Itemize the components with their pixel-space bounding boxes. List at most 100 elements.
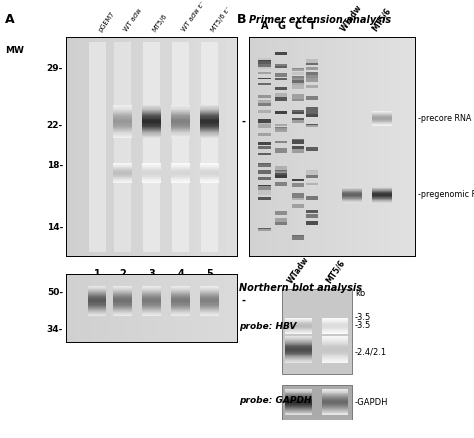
Bar <box>306 210 318 213</box>
Bar <box>292 80 304 83</box>
Bar <box>171 127 190 128</box>
Bar <box>142 168 161 169</box>
Bar <box>285 391 312 392</box>
Bar <box>171 301 190 303</box>
Bar <box>275 212 287 215</box>
Bar <box>113 177 132 178</box>
Bar <box>201 288 219 289</box>
Bar <box>142 124 161 126</box>
Bar <box>142 172 161 173</box>
Bar <box>322 343 348 344</box>
Bar <box>275 127 287 130</box>
Bar <box>171 181 190 182</box>
Bar <box>142 128 161 129</box>
Bar <box>275 53 287 55</box>
Bar <box>292 83 304 85</box>
Bar <box>285 323 312 324</box>
Bar <box>258 72 271 74</box>
Bar <box>113 127 132 128</box>
Bar <box>306 184 318 185</box>
Bar <box>113 136 132 137</box>
Bar <box>322 400 348 401</box>
Bar <box>142 126 161 127</box>
Bar <box>171 175 190 176</box>
Bar <box>322 389 348 390</box>
Bar <box>88 299 107 300</box>
Bar <box>372 124 392 125</box>
Bar <box>292 183 304 187</box>
Bar <box>142 298 161 299</box>
Bar <box>372 111 392 112</box>
Bar <box>142 182 161 183</box>
Bar <box>171 313 190 314</box>
Bar <box>258 64 271 68</box>
Bar <box>88 313 107 314</box>
Text: WTadw: WTadw <box>286 255 311 285</box>
Bar <box>113 115 132 117</box>
Bar <box>113 179 132 180</box>
Bar <box>292 198 304 200</box>
Bar <box>113 307 132 309</box>
Bar <box>322 339 348 340</box>
Bar <box>171 173 190 174</box>
Bar <box>171 315 190 316</box>
Bar <box>171 177 190 178</box>
Bar <box>113 300 132 301</box>
Bar <box>322 360 348 361</box>
Bar <box>171 107 190 109</box>
Bar <box>322 403 348 404</box>
Bar <box>88 287 107 288</box>
Bar <box>171 296 190 297</box>
Bar <box>171 307 190 309</box>
Bar <box>171 299 190 300</box>
Text: 34-: 34- <box>46 325 63 334</box>
Bar <box>372 114 392 115</box>
Bar <box>372 195 392 196</box>
Bar <box>322 407 348 408</box>
Bar <box>171 119 190 120</box>
Bar <box>322 397 348 398</box>
Bar <box>275 173 287 176</box>
Bar <box>142 112 161 113</box>
Bar <box>142 107 161 109</box>
Bar <box>322 348 348 349</box>
Bar <box>285 409 312 410</box>
Bar <box>171 166 190 167</box>
Bar <box>258 133 271 136</box>
Bar <box>113 295 132 296</box>
Bar <box>258 142 271 145</box>
Bar <box>201 300 219 301</box>
Bar <box>113 129 132 130</box>
Bar <box>201 112 219 113</box>
Bar <box>322 361 348 362</box>
Bar <box>201 130 219 131</box>
Bar <box>342 192 362 193</box>
Bar <box>342 197 362 198</box>
Text: 18-: 18- <box>47 161 63 170</box>
Bar <box>113 172 132 173</box>
Bar <box>201 313 219 314</box>
Bar <box>142 311 161 312</box>
Bar <box>322 349 348 350</box>
Bar <box>275 222 287 225</box>
Bar <box>285 327 312 328</box>
Bar <box>171 300 190 301</box>
Bar <box>142 167 161 168</box>
Text: MT5/6: MT5/6 <box>324 258 346 285</box>
Bar <box>201 131 219 132</box>
Bar <box>142 165 161 166</box>
Bar <box>292 194 304 198</box>
Bar <box>142 117 161 119</box>
Bar <box>342 191 362 192</box>
Bar <box>142 297 161 298</box>
Bar <box>372 191 392 192</box>
Bar <box>285 406 312 407</box>
Bar <box>285 328 312 329</box>
Bar <box>372 193 392 194</box>
Bar <box>201 314 219 315</box>
Bar <box>113 292 132 293</box>
Bar <box>171 164 190 165</box>
Bar <box>171 293 190 294</box>
Bar <box>306 147 318 151</box>
Bar <box>342 187 362 188</box>
